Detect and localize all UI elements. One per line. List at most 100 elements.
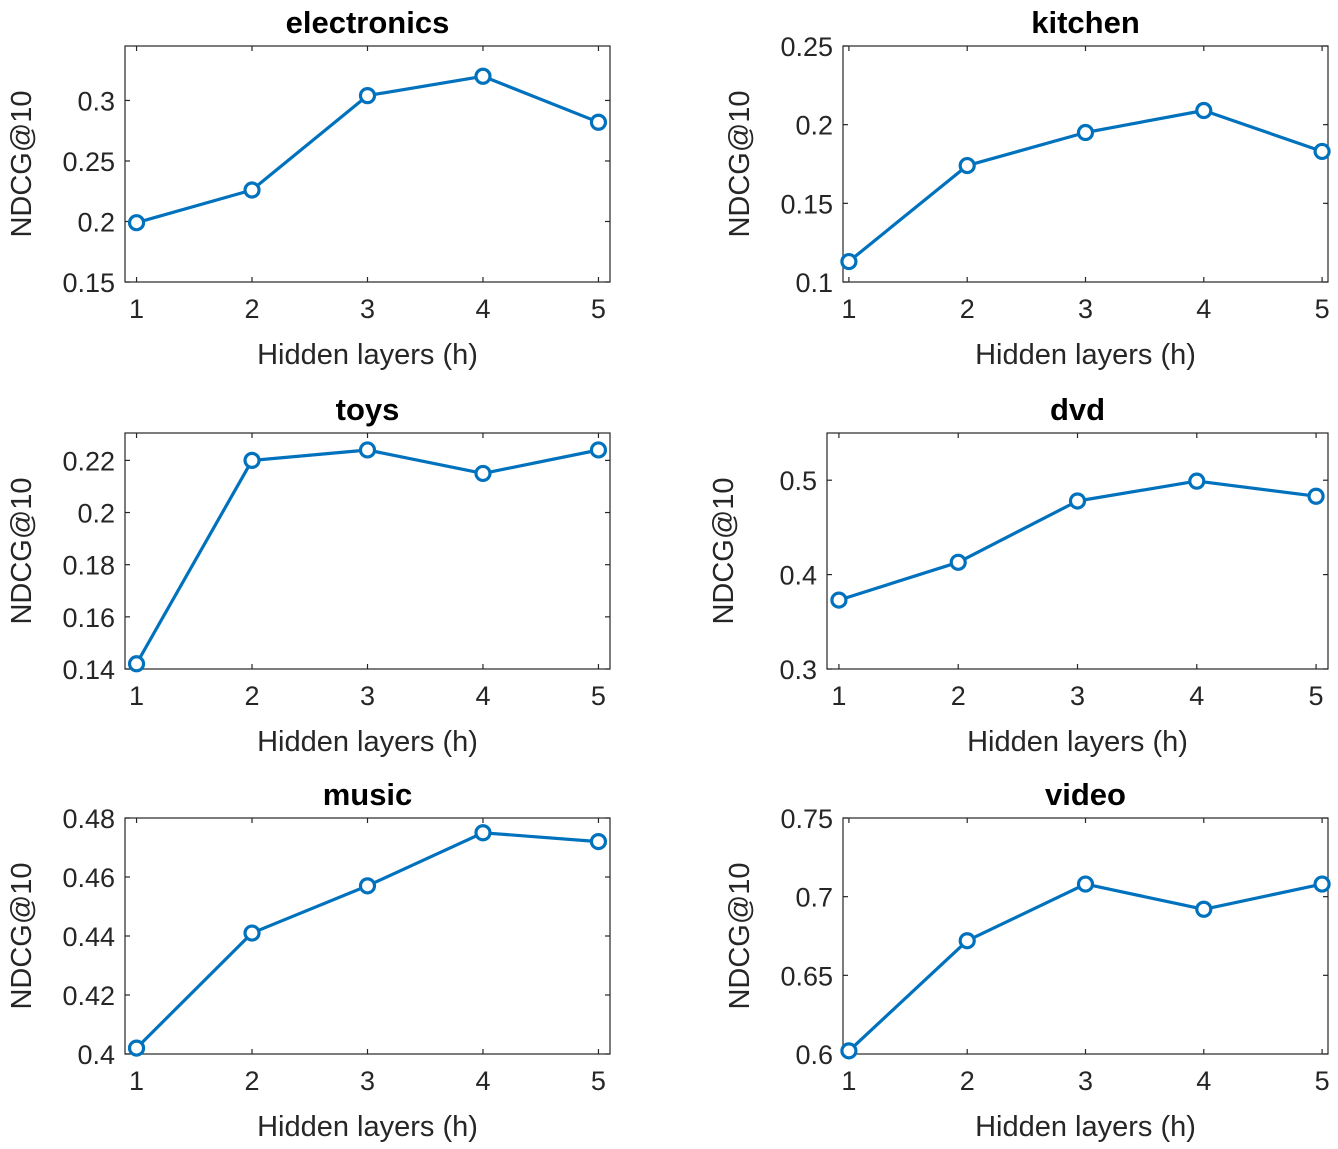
data-point xyxy=(1313,875,1331,893)
y-tick-label: 0.3 xyxy=(779,655,817,685)
data-point xyxy=(358,87,377,105)
x-tick-label: 3 xyxy=(360,294,375,324)
x-tick-label: 2 xyxy=(951,681,966,711)
data-point xyxy=(949,553,967,571)
x-tick-label: 1 xyxy=(129,681,144,711)
y-tick-label: 0.7 xyxy=(795,883,833,913)
subplot-title: dvd xyxy=(1050,392,1105,427)
data-point xyxy=(589,441,608,459)
x-tick-label: 4 xyxy=(1196,294,1211,324)
y-axis-label: NDCG@10 xyxy=(6,862,38,1009)
x-axis-label: Hidden layers (h) xyxy=(257,1111,478,1143)
x-axis-label: Hidden layers (h) xyxy=(967,726,1188,758)
y-tick-label: 0.1 xyxy=(795,268,833,298)
y-tick-label: 0.48 xyxy=(62,804,115,834)
data-point xyxy=(1068,492,1087,510)
y-tick-label: 0.22 xyxy=(62,446,115,476)
subplot-title: music xyxy=(323,777,413,812)
subplot-dvd: 1 2 3 4 5 0.3 0.4 0.5 dvd Hidden layers (h) NDCG@1… xyxy=(708,392,1329,758)
data-point xyxy=(840,1042,858,1060)
series-line xyxy=(135,831,599,1050)
y-tick-label: 0.16 xyxy=(62,603,115,633)
data-point xyxy=(1076,875,1095,893)
plot-area xyxy=(124,45,611,283)
subplot-title: toys xyxy=(336,392,400,427)
x-tick-label: 4 xyxy=(475,1066,490,1096)
x-tick-label: 3 xyxy=(1078,294,1093,324)
y-tick-label: 0.4 xyxy=(779,561,817,591)
y-tick-label: 0.2 xyxy=(77,207,115,237)
x-tick-label: 5 xyxy=(1309,681,1324,711)
y-tick-label: 0.4 xyxy=(77,1040,115,1070)
y-axis-label: NDCG@10 xyxy=(6,90,38,237)
x-axis-label: Hidden layers (h) xyxy=(257,726,478,758)
y-tick-label: 0.46 xyxy=(62,863,115,893)
data-point xyxy=(589,832,608,851)
data-point xyxy=(358,877,377,895)
x-tick-label: 4 xyxy=(475,294,490,324)
x-tick-label: 5 xyxy=(591,294,606,324)
data-point xyxy=(840,252,858,271)
data-point xyxy=(358,441,377,459)
x-tick-label: 1 xyxy=(841,294,856,324)
x-axis-label: Hidden layers (h) xyxy=(257,339,478,371)
data-point xyxy=(958,156,976,175)
x-tick-label: 2 xyxy=(960,1066,975,1096)
x-tick-label: 1 xyxy=(841,1066,856,1096)
series-line xyxy=(847,882,1323,1053)
x-tick-label: 1 xyxy=(831,681,846,711)
x-tick-label: 1 xyxy=(129,294,144,324)
plot-area xyxy=(842,45,1329,283)
plot-area xyxy=(826,432,1329,670)
x-tick-label: 5 xyxy=(591,1066,606,1096)
data-point xyxy=(830,591,848,609)
x-tick-label: 5 xyxy=(591,681,606,711)
y-tick-label: 0.5 xyxy=(779,466,817,496)
x-tick-label: 3 xyxy=(360,681,375,711)
y-axis-label: NDCG@10 xyxy=(6,477,38,624)
x-axis-label: Hidden layers (h) xyxy=(975,339,1196,371)
data-point xyxy=(474,464,492,483)
subplot-title: kitchen xyxy=(1031,5,1140,40)
plot-area xyxy=(124,432,611,670)
data-point xyxy=(474,67,492,85)
y-tick-label: 0.6 xyxy=(795,1040,833,1070)
x-tick-label: 4 xyxy=(475,681,490,711)
x-tick-label: 3 xyxy=(360,1066,375,1096)
subplot-title: video xyxy=(1045,777,1126,812)
y-axis-label: NDCG@10 xyxy=(724,90,756,237)
y-tick-label: 0.14 xyxy=(62,655,115,685)
y-tick-label: 0.15 xyxy=(780,189,833,219)
series-line xyxy=(135,448,599,665)
y-tick-label: 0.2 xyxy=(795,111,833,141)
data-point xyxy=(474,824,492,842)
y-tick-label: 0.18 xyxy=(62,551,115,581)
data-point xyxy=(1195,101,1213,120)
y-tick-label: 0.25 xyxy=(780,32,833,62)
data-point xyxy=(1307,487,1325,505)
y-axis-label: NDCG@10 xyxy=(708,477,740,624)
x-tick-label: 5 xyxy=(1315,1066,1330,1096)
y-tick-label: 0.44 xyxy=(62,922,115,952)
x-tick-label: 4 xyxy=(1189,681,1204,711)
x-tick-label: 5 xyxy=(1315,294,1330,324)
x-tick-label: 2 xyxy=(245,681,260,711)
subplot-toys: 1 2 3 4 5 0.14 0.16 0.18 0.2 0.22 toys Hidden layer… xyxy=(6,392,611,758)
x-tick-label: 2 xyxy=(960,294,975,324)
subplot-music: 1 2 3 4 5 0.4 0.42 0.44 0.46 0.48 music Hidden laye… xyxy=(6,777,611,1143)
subplot-electronics: 1 2 3 4 5 0.15 0.2 0.25 0.3 electronics Hidden lay… xyxy=(6,5,611,371)
x-tick-label: 3 xyxy=(1070,681,1085,711)
plot-area xyxy=(124,817,611,1055)
data-point xyxy=(958,932,976,950)
x-axis-label: Hidden layers (h) xyxy=(975,1111,1196,1143)
x-tick-label: 2 xyxy=(245,1066,260,1096)
data-point xyxy=(1313,142,1331,161)
y-tick-label: 0.65 xyxy=(780,961,833,991)
y-tick-label: 0.25 xyxy=(62,147,115,177)
x-tick-label: 4 xyxy=(1196,1066,1211,1096)
x-tick-label: 1 xyxy=(129,1066,144,1096)
data-point xyxy=(127,655,146,673)
data-point xyxy=(589,113,608,131)
